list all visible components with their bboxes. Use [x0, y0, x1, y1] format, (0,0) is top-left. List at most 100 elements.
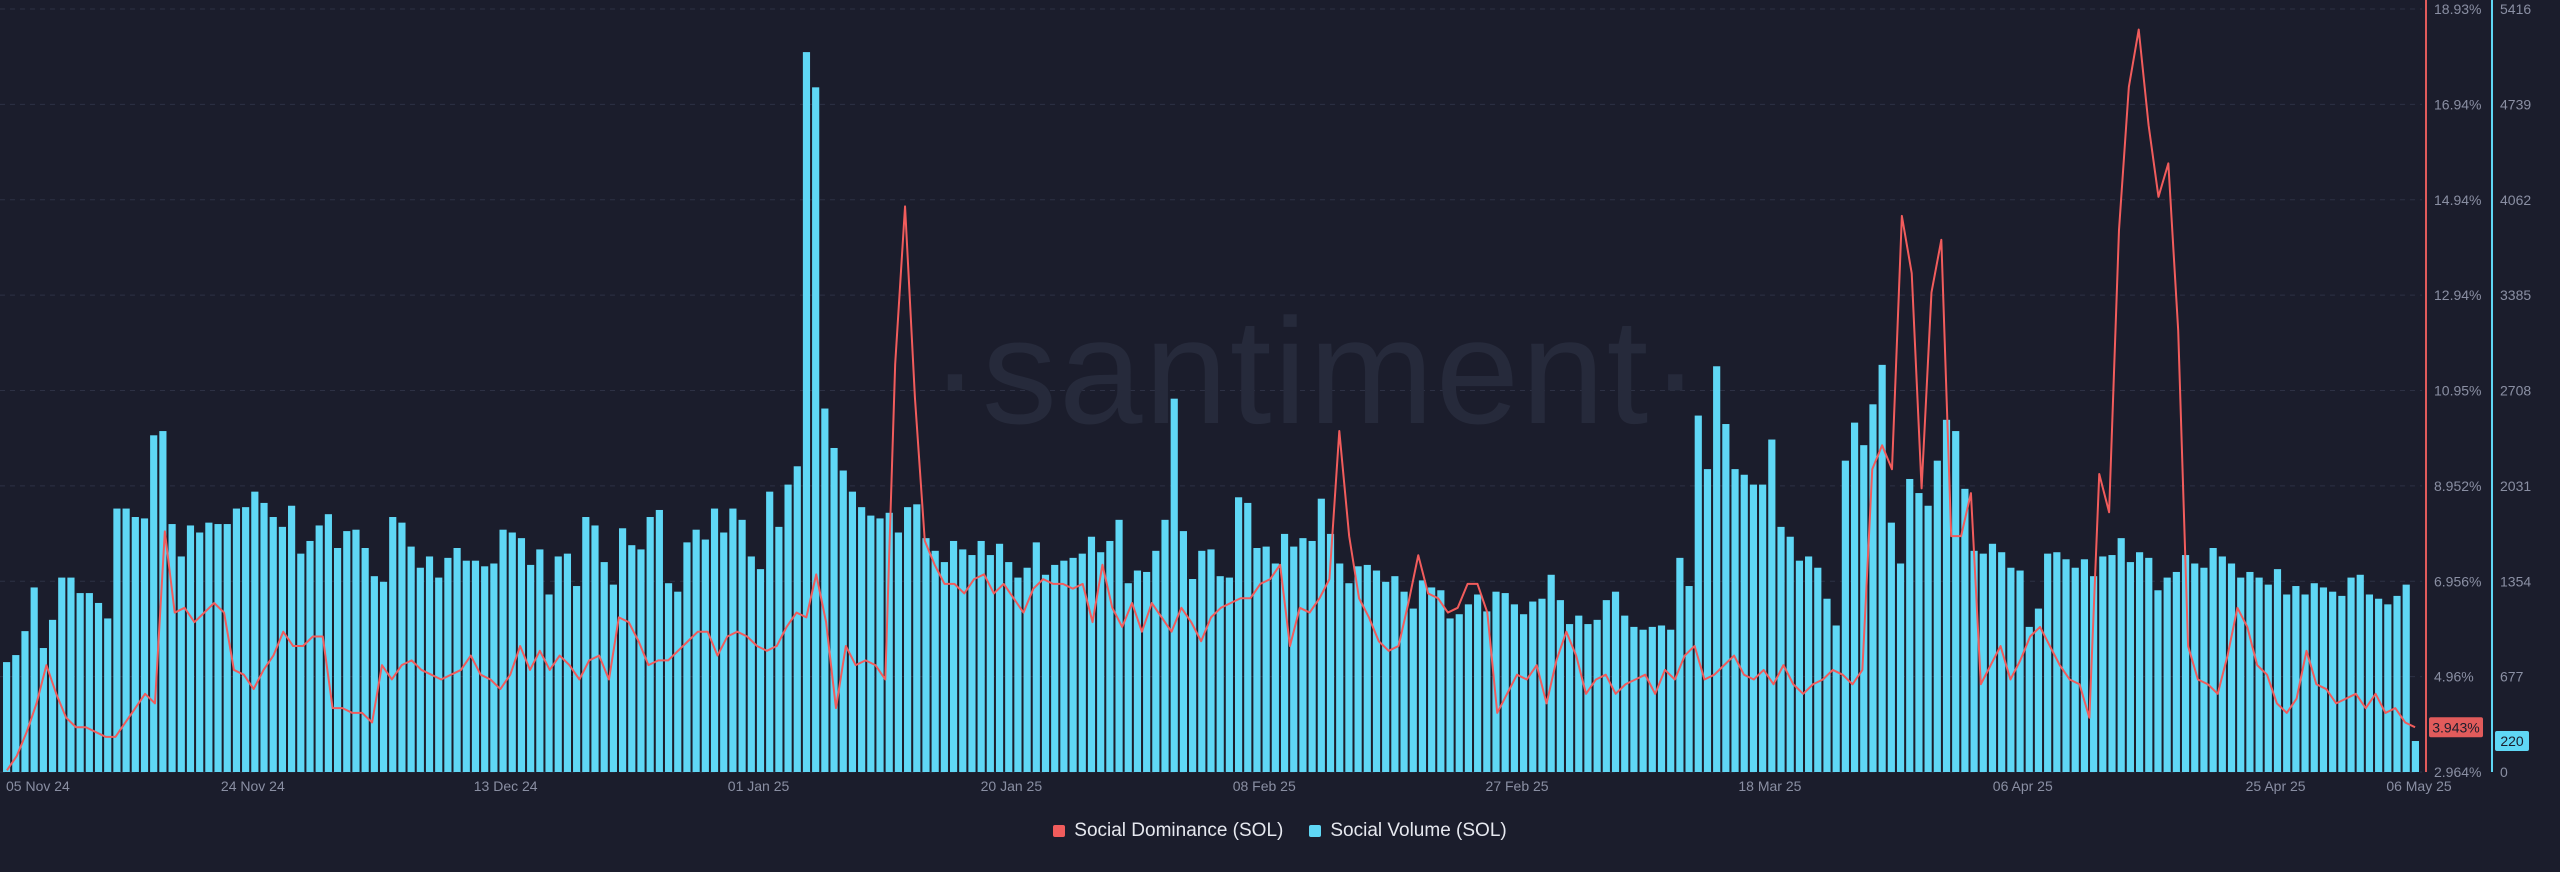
volume-bar [1032, 542, 1040, 772]
volume-bar [1575, 615, 1583, 772]
volume-bar [1823, 598, 1831, 772]
volume-bar [1005, 562, 1013, 772]
volume-bar [1106, 540, 1114, 772]
volume-bar [1768, 439, 1776, 772]
volume-bar [2273, 569, 2282, 772]
volume-bar [2356, 574, 2364, 772]
volume-bar [1161, 519, 1169, 772]
volume-bar [104, 618, 112, 772]
volume-bar [1850, 422, 1859, 772]
volume-bar [802, 52, 811, 773]
volume-bar [508, 532, 516, 772]
volume-bar [2136, 552, 2144, 772]
volume-bar [959, 549, 967, 772]
y-right-tick-label: 3385 [2500, 287, 2531, 303]
volume-bar [1556, 600, 1564, 772]
y-right-tick-label: 1354 [2500, 573, 2531, 589]
volume-bar [2062, 559, 2070, 772]
volume-bar [1979, 553, 1987, 772]
volume-bar [2402, 584, 2410, 772]
volume-bar [12, 655, 20, 772]
y-right-tick-label: 0 [2500, 764, 2508, 780]
volume-bar [2108, 555, 2116, 772]
volume-bar [968, 555, 976, 772]
y-left-tick-label: 2.964% [2434, 764, 2481, 780]
x-tick-label: 01 Jan 25 [728, 778, 790, 794]
volume-bar [1906, 478, 1914, 772]
volume-bar [1124, 583, 1132, 772]
x-tick-label: 18 Mar 25 [1738, 778, 1801, 794]
volume-bar [21, 631, 29, 772]
volume-bar [710, 508, 719, 772]
volume-bar [94, 602, 103, 772]
volume-bar [1207, 549, 1215, 772]
volume-bar [1869, 404, 1877, 772]
volume-bar [1326, 533, 1335, 772]
volume-bar [2227, 563, 2236, 772]
y-right-tick-label: 2708 [2500, 383, 2531, 399]
volume-bar [1547, 574, 1555, 772]
volume-bar [1345, 583, 1353, 772]
volume-bar [2319, 587, 2328, 772]
volume-bar [288, 505, 296, 772]
current-volume-value: 220 [2500, 733, 2524, 749]
volume-bar [1354, 566, 1362, 772]
volume-bar [85, 593, 93, 772]
volume-bar [1060, 560, 1068, 772]
volume-bar [2090, 576, 2098, 772]
volume-bar [2034, 608, 2043, 772]
volume-bar [1896, 563, 1905, 772]
volume-bar [122, 508, 130, 772]
x-tick-label: 08 Feb 25 [1233, 778, 1296, 794]
volume-bar [1409, 608, 1417, 772]
volume-bar [1023, 567, 1031, 772]
volume-bar [2025, 626, 2033, 772]
volume-bar [2393, 595, 2401, 772]
volume-bar [186, 525, 195, 772]
volume-bar [1611, 591, 1620, 772]
volume-bar [2209, 548, 2217, 772]
volume-bar [425, 556, 434, 772]
volume-bar [232, 508, 241, 772]
volume-bar [214, 524, 222, 772]
volume-bar [159, 431, 167, 772]
volume-bar [2292, 586, 2300, 772]
volume-bar [1667, 629, 1675, 772]
volume-bar [1942, 419, 1951, 772]
volume-bar [1593, 619, 1601, 772]
volume-bar [2044, 553, 2052, 772]
volume-bar [1639, 629, 1647, 772]
volume-bar [1648, 626, 1656, 772]
volume-bar [858, 507, 866, 772]
volume-bar [1372, 570, 1381, 772]
volume-bar [1657, 625, 1666, 772]
y-left-tick-label: 14.94% [2434, 192, 2481, 208]
volume-bar [922, 538, 930, 772]
volume-bar [131, 517, 139, 772]
volume-bar [573, 586, 581, 772]
volume-bar [1437, 590, 1445, 772]
volume-bar [1262, 546, 1270, 772]
volume-bar [67, 577, 75, 772]
volume-bar [1271, 563, 1279, 772]
volume-bar [775, 526, 783, 772]
legend: Social Dominance (SOL) Social Volume (SO… [0, 820, 2560, 842]
y-left-tick-label: 18.93% [2434, 1, 2481, 17]
volume-bar [2163, 577, 2171, 772]
volume-bar [39, 648, 47, 772]
volume-bar [2384, 604, 2392, 772]
volume-bar [949, 540, 958, 772]
x-tick-label: 25 Apr 25 [2246, 778, 2306, 794]
legend-item-volume[interactable]: Social Volume (SOL) [1309, 820, 1507, 842]
volume-bar [1428, 587, 1436, 772]
volume-bar [1363, 564, 1371, 772]
volume-bar [333, 548, 342, 772]
volume-bar [1878, 364, 1886, 772]
legend-item-dominance[interactable]: Social Dominance (SOL) [1053, 820, 1283, 842]
volume-bar [885, 512, 893, 772]
volume-bar [637, 549, 645, 772]
volume-bar [931, 550, 939, 772]
y-right-tick-label: 5416 [2500, 1, 2531, 17]
